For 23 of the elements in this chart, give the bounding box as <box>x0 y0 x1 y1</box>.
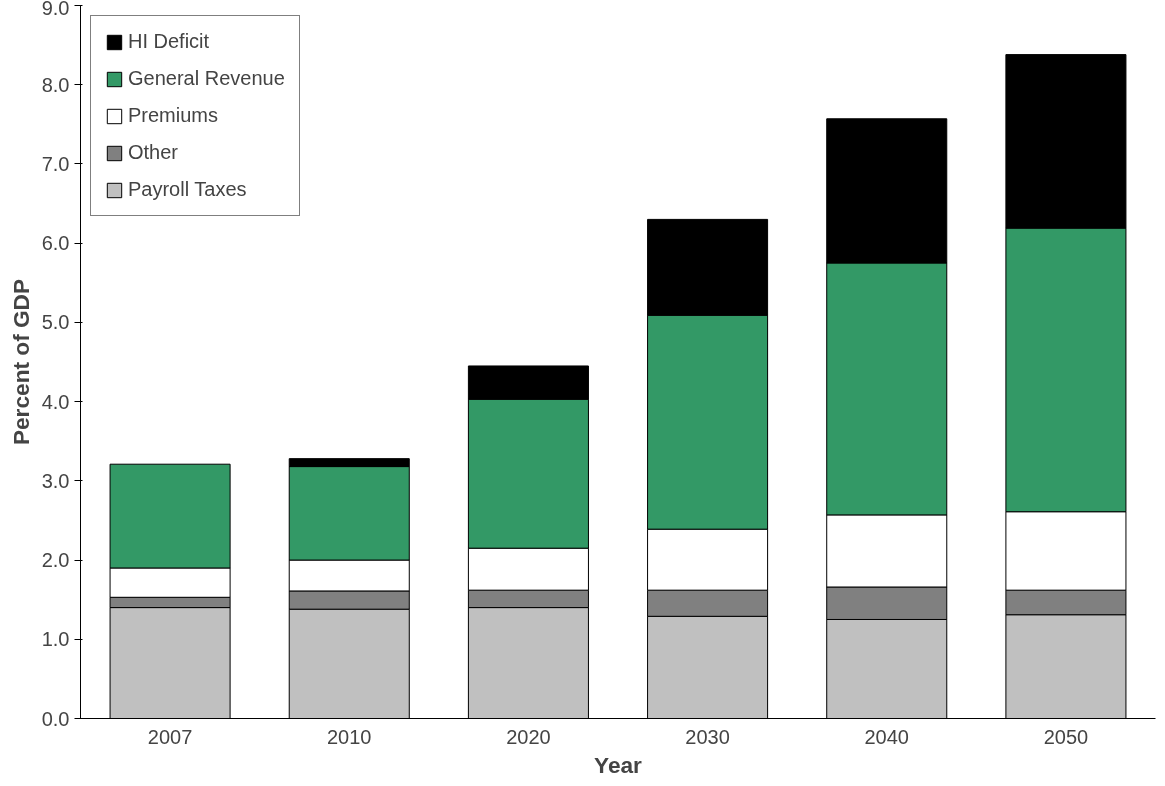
y-tick-label: 6.0 <box>41 232 70 255</box>
x-tick-label: 2050 <box>1043 725 1089 748</box>
x-tick-label: 2010 <box>327 725 372 748</box>
y-tick-label: 8.0 <box>41 73 70 96</box>
y-tick-label: 5.0 <box>41 311 70 334</box>
x-axis-title: Year <box>594 751 643 778</box>
y-tick-label: 0.0 <box>41 707 70 730</box>
y-tick-label: 3.0 <box>41 469 70 492</box>
legend-label: Premiums <box>128 104 219 127</box>
y-tick-label: 7.0 <box>41 152 70 175</box>
x-tick-label: 2030 <box>685 725 730 748</box>
y-tick-label: 2.0 <box>41 549 70 572</box>
y-tick-label: 9.0 <box>41 0 70 19</box>
x-tick-label: 2007 <box>147 725 193 748</box>
y-tick-label: 1.0 <box>41 628 70 651</box>
legend-label: HI Deficit <box>128 30 210 53</box>
legend-label: Other <box>128 141 179 164</box>
legend-label: General Revenue <box>128 67 285 90</box>
y-axis-title: Percent of GDP <box>7 278 34 446</box>
legend-label: Payroll Taxes <box>128 178 247 201</box>
y-tick-label: 4.0 <box>41 390 70 413</box>
x-tick-label: 2040 <box>864 725 909 748</box>
x-tick-label: 2020 <box>506 725 551 748</box>
